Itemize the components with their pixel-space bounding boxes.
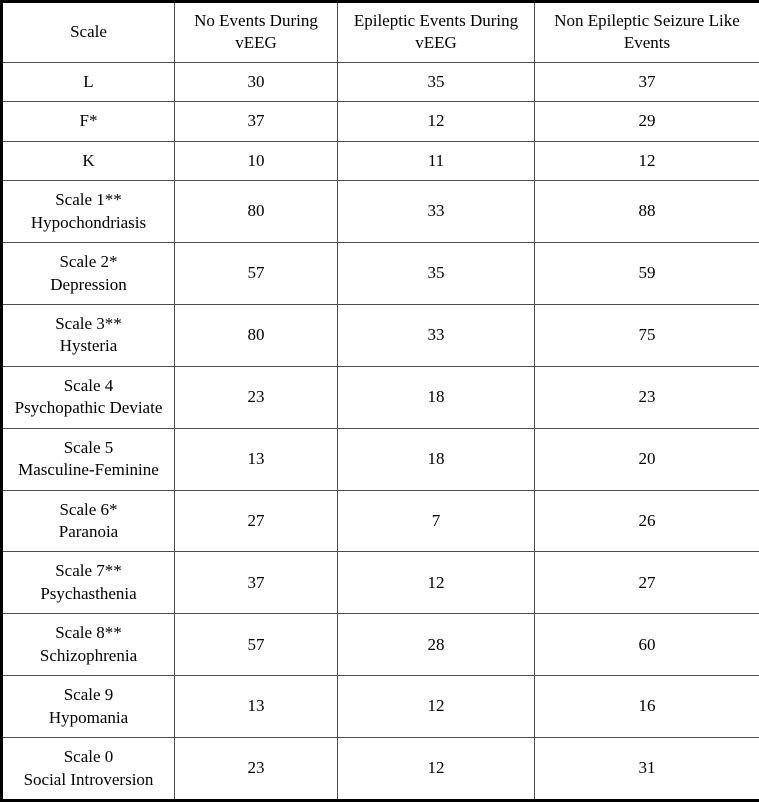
value-cell: 29	[535, 102, 759, 141]
value-cell: 35	[338, 243, 535, 305]
value-cell: 23	[175, 738, 338, 801]
value-cell: 12	[535, 141, 759, 180]
value-cell: 31	[535, 738, 759, 801]
value-cell: 30	[175, 62, 338, 101]
scale-label-cell: Scale 2*Depression	[2, 243, 175, 305]
value-cell: 27	[175, 490, 338, 552]
scale-label-cell: Scale 1**Hypochondriasis	[2, 181, 175, 243]
value-cell: 59	[535, 243, 759, 305]
value-cell: 26	[535, 490, 759, 552]
scale-label-cell: K	[2, 141, 175, 180]
column-header-epileptic-events-during-veeg: Epileptic Events During vEEG	[338, 2, 535, 63]
value-cell: 57	[175, 243, 338, 305]
value-cell: 80	[175, 181, 338, 243]
value-cell: 37	[175, 102, 338, 141]
value-cell: 23	[175, 366, 338, 428]
column-header-non-epileptic-seizure-like-events: Non Epileptic Seizure Like Events	[535, 2, 759, 63]
value-cell: 16	[535, 676, 759, 738]
scale-label-cell: L	[2, 62, 175, 101]
value-cell: 75	[535, 304, 759, 366]
value-cell: 37	[535, 62, 759, 101]
scale-label-cell: Scale 8**Schizophrenia	[2, 614, 175, 676]
value-cell: 11	[338, 141, 535, 180]
value-cell: 12	[338, 102, 535, 141]
column-header-no-events-during-veeg: No Events During vEEG	[175, 2, 338, 63]
value-cell: 13	[175, 428, 338, 490]
header-row: Scale No Events During vEEG Epileptic Ev…	[2, 2, 759, 63]
value-cell: 80	[175, 304, 338, 366]
value-cell: 23	[535, 366, 759, 428]
value-cell: 33	[338, 181, 535, 243]
value-cell: 13	[175, 676, 338, 738]
value-cell: 27	[535, 552, 759, 614]
value-cell: 18	[338, 366, 535, 428]
value-cell: 7	[338, 490, 535, 552]
value-cell: 28	[338, 614, 535, 676]
value-cell: 60	[535, 614, 759, 676]
value-cell: 33	[338, 304, 535, 366]
scale-label-cell: Scale 6*Paranoia	[2, 490, 175, 552]
scale-label-cell: F*	[2, 102, 175, 141]
value-cell: 10	[175, 141, 338, 180]
column-header-scale: Scale	[2, 2, 175, 63]
value-cell: 12	[338, 676, 535, 738]
value-cell: 35	[338, 62, 535, 101]
value-cell: 88	[535, 181, 759, 243]
value-cell: 18	[338, 428, 535, 490]
value-cell: 37	[175, 552, 338, 614]
value-cell: 12	[338, 552, 535, 614]
scale-label-cell: Scale 3**Hysteria	[2, 304, 175, 366]
value-cell: 12	[338, 738, 535, 801]
scale-label-cell: Scale 7**Psychasthenia	[2, 552, 175, 614]
value-cell: 20	[535, 428, 759, 490]
value-cell: 57	[175, 614, 338, 676]
